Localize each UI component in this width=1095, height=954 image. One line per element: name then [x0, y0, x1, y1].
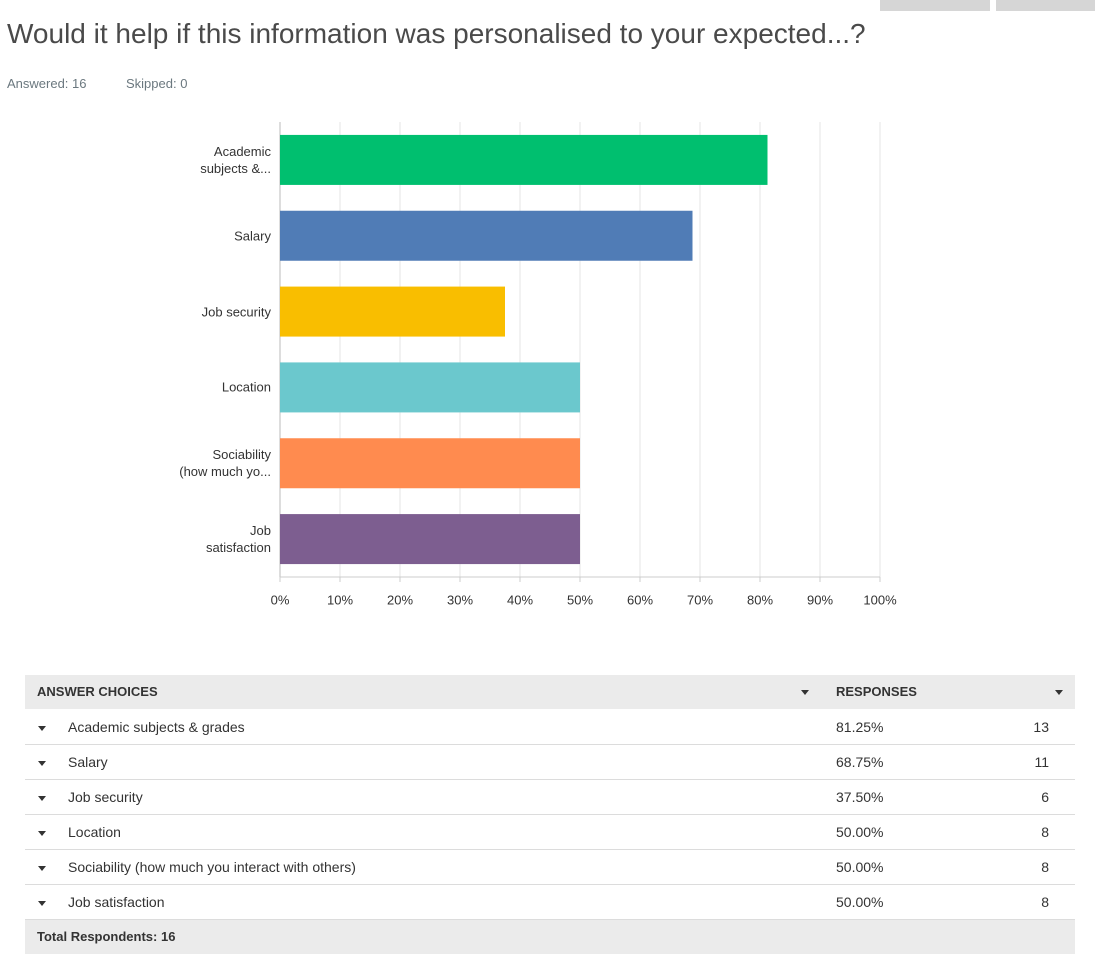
x-tick-label: 70%: [687, 592, 713, 607]
response-percent: 81.25%: [836, 719, 884, 735]
column-header: RESPONSES: [836, 684, 917, 699]
chart: 0% 10% 20% 30% 40% 50% 60% 70% 80% 90% 100%: [271, 122, 897, 607]
bar: [280, 514, 580, 565]
table-row: Academic subjects & grades 81.25% 13: [25, 710, 1075, 745]
table-header: ANSWER CHOICES RESPONSES: [25, 675, 1075, 709]
x-tick-label: 0%: [271, 592, 290, 607]
response-percent: 68.75%: [836, 754, 884, 770]
expand-arrow[interactable]: [38, 726, 46, 731]
x-tick-label: 50%: [567, 592, 593, 607]
sort-arrow[interactable]: [1055, 690, 1063, 695]
category-label: Salary: [234, 228, 271, 244]
response-count: 8: [1041, 894, 1049, 910]
column-header: ANSWER CHOICES: [37, 684, 158, 699]
bar: [280, 438, 580, 489]
table-row: Location 50.00% 8: [25, 815, 1075, 850]
category-label: Job satisfaction: [205, 523, 271, 556]
bar: [280, 134, 768, 185]
answer-choice: Academic subjects & grades: [68, 719, 245, 735]
response-percent: 50.00%: [836, 894, 884, 910]
x-tick-label: 90%: [807, 592, 833, 607]
response-count: 13: [1033, 719, 1049, 735]
category-label: Location: [221, 379, 271, 395]
table-row: Sociability (how much you interact with …: [25, 850, 1075, 885]
x-tick-label: 80%: [747, 592, 773, 607]
x-tick-label: 10%: [327, 592, 353, 607]
answer-choice: Sociability (how much you interact with …: [68, 859, 356, 875]
x-tick-label: 30%: [447, 592, 473, 607]
response-count: 11: [1034, 754, 1049, 770]
response-percent: 50.00%: [836, 824, 884, 840]
total-respondents: Total Respondents: 16: [37, 929, 176, 944]
bar: [280, 286, 505, 337]
answer-choice: Location: [68, 824, 121, 840]
category-label: Sociability (how much yo...: [179, 447, 271, 480]
expand-arrow[interactable]: [38, 761, 46, 766]
x-tick-label: 60%: [627, 592, 653, 607]
expand-arrow[interactable]: [38, 796, 46, 801]
response-percent: 37.50%: [836, 789, 884, 805]
response-percent: 50.00%: [836, 859, 884, 875]
table-total: Total Respondents: 16: [25, 920, 1075, 954]
bar: [280, 362, 580, 413]
button-stub[interactable]: [996, 0, 1095, 11]
expand-arrow[interactable]: [38, 901, 46, 906]
category-label: Job security: [201, 304, 271, 320]
expand-arrow[interactable]: [38, 866, 46, 871]
answered-count: Answered: 16: [7, 76, 87, 91]
response-count: 6: [1041, 789, 1049, 805]
answer-choice: Job security: [68, 789, 143, 805]
x-tick-label: 40%: [507, 592, 533, 607]
answer-choice: Salary: [68, 754, 108, 770]
table-row: Job satisfaction 50.00% 8: [25, 885, 1075, 920]
x-tick-label: 20%: [387, 592, 413, 607]
skipped-count: Skipped: 0: [126, 76, 188, 91]
table-row: Salary 68.75% 11: [25, 745, 1075, 780]
bar: [280, 210, 693, 261]
answer-choice: Job satisfaction: [68, 894, 165, 910]
button-stub[interactable]: [880, 0, 990, 11]
expand-arrow[interactable]: [38, 831, 46, 836]
x-tick-label: 100%: [863, 592, 897, 607]
response-count: 8: [1041, 859, 1049, 875]
response-count: 8: [1041, 824, 1049, 840]
category-label: Academic subjects &...: [200, 143, 271, 176]
sort-arrow[interactable]: [801, 690, 809, 695]
question-title: Would it help if this information was pe…: [7, 18, 866, 49]
table-row: Job security 37.50% 6: [25, 780, 1075, 815]
